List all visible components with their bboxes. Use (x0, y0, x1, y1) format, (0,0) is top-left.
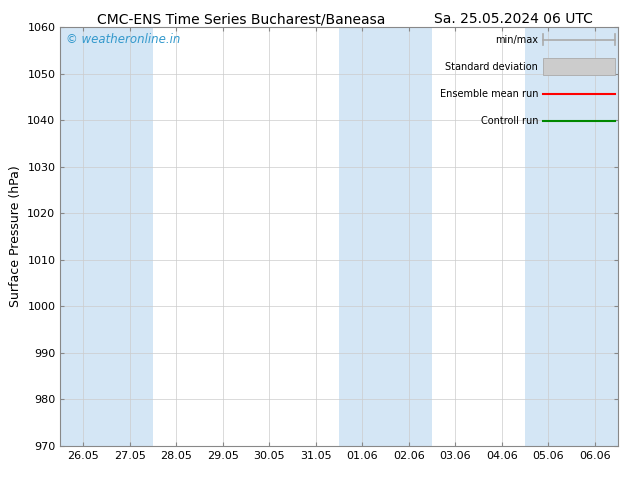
Text: Sa. 25.05.2024 06 UTC: Sa. 25.05.2024 06 UTC (434, 12, 593, 26)
Bar (543, 58, 616, 75)
Text: Standard deviation: Standard deviation (446, 62, 538, 72)
Text: © weatheronline.in: © weatheronline.in (66, 33, 180, 46)
Y-axis label: Surface Pressure (hPa): Surface Pressure (hPa) (9, 166, 22, 307)
Bar (525, 27, 572, 446)
Bar (385, 27, 432, 446)
Bar (339, 27, 385, 446)
Bar (60, 27, 107, 446)
Text: CMC-ENS Time Series Bucharest/Baneasa: CMC-ENS Time Series Bucharest/Baneasa (97, 12, 385, 26)
Text: Ensemble mean run: Ensemble mean run (440, 89, 538, 99)
Bar (572, 27, 618, 446)
Text: min/max: min/max (495, 34, 538, 45)
Text: Controll run: Controll run (481, 116, 538, 126)
Bar (107, 27, 153, 446)
